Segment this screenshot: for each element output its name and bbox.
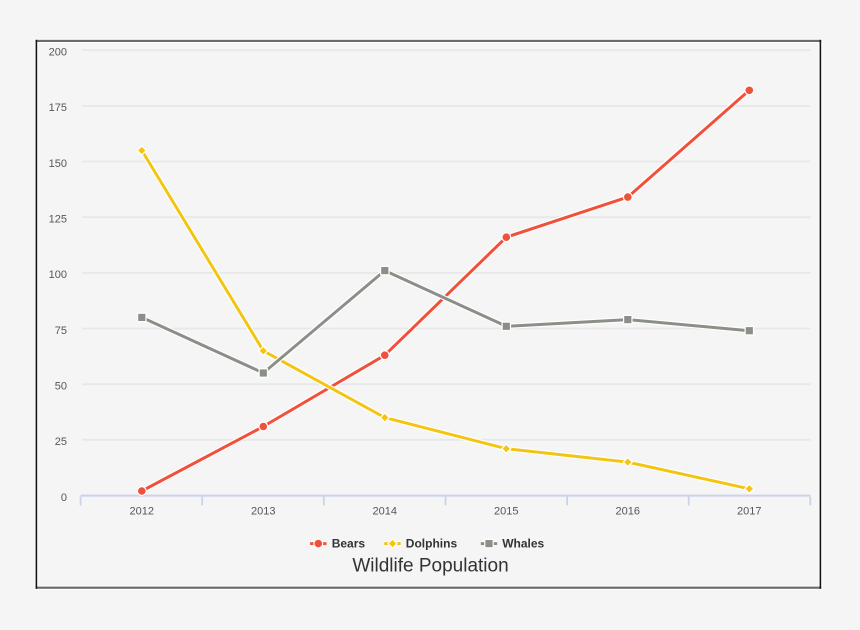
svg-text:Bears: Bears [332, 537, 366, 551]
svg-text:150: 150 [49, 158, 67, 170]
svg-text:25: 25 [55, 436, 67, 448]
svg-text:100: 100 [49, 269, 67, 281]
svg-text:200: 200 [49, 47, 67, 59]
svg-text:Dolphins: Dolphins [406, 537, 458, 551]
svg-text:0: 0 [61, 492, 67, 504]
svg-text:Whales: Whales [502, 537, 544, 551]
svg-text:2015: 2015 [494, 506, 518, 518]
svg-text:50: 50 [55, 381, 67, 393]
svg-text:125: 125 [49, 214, 67, 226]
svg-text:Wildlife Population: Wildlife Population [352, 555, 508, 576]
svg-text:75: 75 [55, 325, 67, 337]
svg-text:2013: 2013 [251, 506, 275, 518]
svg-text:2016: 2016 [616, 506, 640, 518]
svg-text:2014: 2014 [373, 506, 397, 518]
svg-text:175: 175 [49, 102, 67, 114]
svg-text:2017: 2017 [737, 506, 761, 518]
svg-text:2012: 2012 [130, 506, 154, 518]
